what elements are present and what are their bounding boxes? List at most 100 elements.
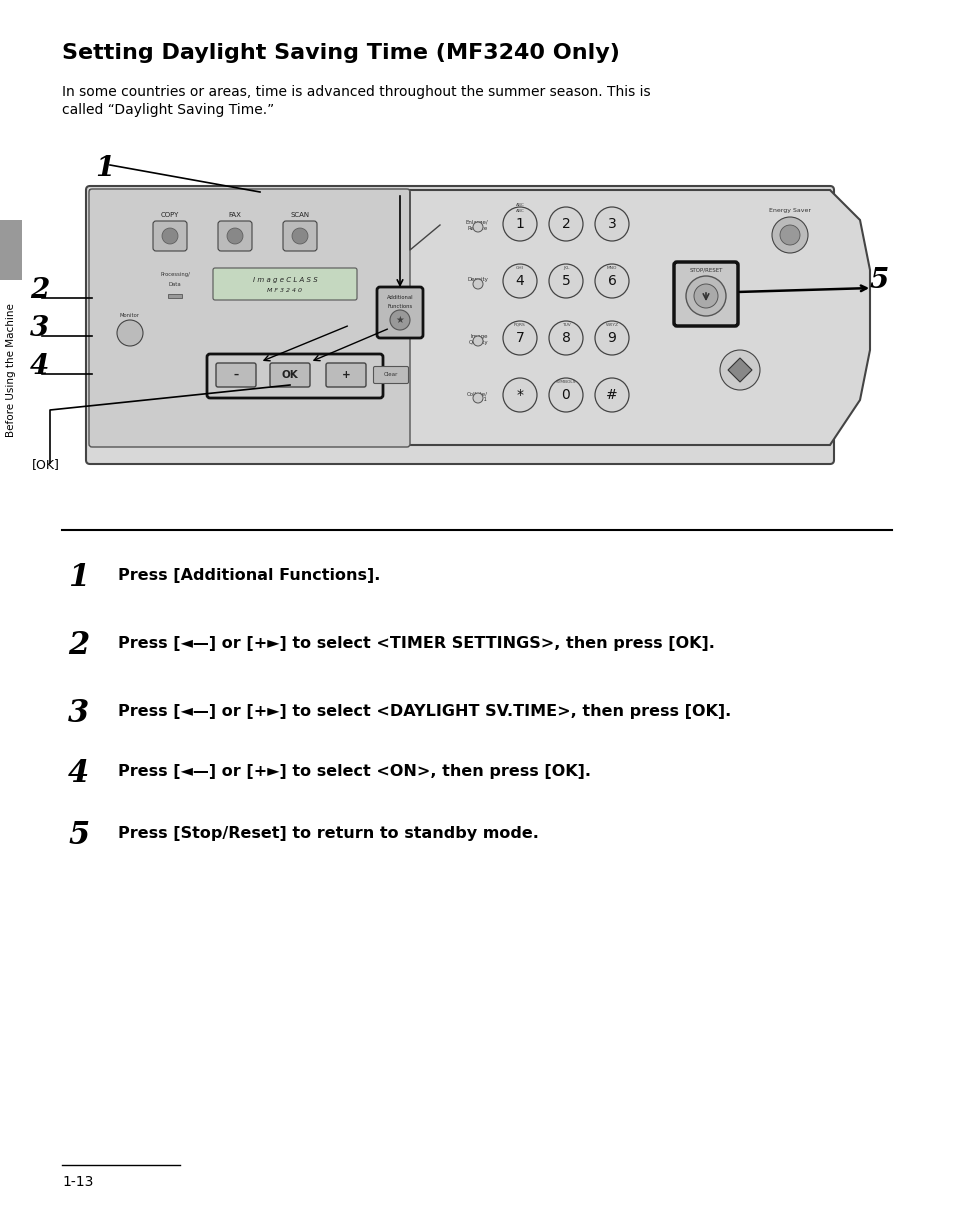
Text: Density: Density xyxy=(467,277,488,282)
Text: Setting Daylight Saving Time (MF3240 Only): Setting Daylight Saving Time (MF3240 Onl… xyxy=(62,43,619,63)
Text: 1: 1 xyxy=(68,562,90,593)
Circle shape xyxy=(595,321,628,355)
FancyBboxPatch shape xyxy=(89,189,410,446)
Text: 3: 3 xyxy=(68,697,90,729)
FancyBboxPatch shape xyxy=(86,186,833,464)
Text: Image
Quality: Image Quality xyxy=(468,335,488,346)
Circle shape xyxy=(685,276,725,316)
Polygon shape xyxy=(727,358,751,383)
Text: 1-13: 1-13 xyxy=(62,1175,93,1189)
Text: I m a g e C L A S S: I m a g e C L A S S xyxy=(253,277,317,283)
FancyBboxPatch shape xyxy=(152,221,187,251)
Circle shape xyxy=(595,378,628,412)
Text: 8: 8 xyxy=(561,331,570,344)
Text: Press [◄—] or [+►] to select <DAYLIGHT SV.TIME>, then press [OK].: Press [◄—] or [+►] to select <DAYLIGHT S… xyxy=(118,704,731,720)
Text: 5: 5 xyxy=(561,274,570,288)
Text: #: # xyxy=(605,387,618,402)
Text: [OK]: [OK] xyxy=(32,458,60,471)
Text: OK: OK xyxy=(281,370,298,380)
Circle shape xyxy=(780,225,800,245)
Text: 4: 4 xyxy=(68,758,90,788)
Text: Press [Stop/Reset] to return to standby mode.: Press [Stop/Reset] to return to standby … xyxy=(118,827,538,841)
FancyBboxPatch shape xyxy=(673,262,738,326)
Circle shape xyxy=(548,264,582,298)
FancyBboxPatch shape xyxy=(270,363,310,387)
Text: GHI: GHI xyxy=(516,266,523,271)
Circle shape xyxy=(720,351,760,390)
Text: 2: 2 xyxy=(68,630,90,661)
Text: Collate/
2on1: Collate/ 2on1 xyxy=(467,391,488,402)
FancyBboxPatch shape xyxy=(207,354,382,399)
Text: ABC: ABC xyxy=(515,209,524,213)
Circle shape xyxy=(473,221,482,232)
Text: 6: 6 xyxy=(607,274,616,288)
Text: SCAN: SCAN xyxy=(290,212,309,218)
Circle shape xyxy=(595,207,628,241)
Circle shape xyxy=(473,394,482,403)
Circle shape xyxy=(473,336,482,346)
Text: 1: 1 xyxy=(95,155,114,182)
FancyBboxPatch shape xyxy=(218,221,252,251)
Text: Clear: Clear xyxy=(383,373,397,378)
Text: 2: 2 xyxy=(561,216,570,231)
Text: ★: ★ xyxy=(395,315,404,325)
Text: WXYZ: WXYZ xyxy=(605,323,618,327)
Bar xyxy=(0,220,22,280)
Circle shape xyxy=(292,228,308,244)
Circle shape xyxy=(693,284,718,308)
Text: TUV: TUV xyxy=(561,323,570,327)
Text: SYMBOLS: SYMBOLS xyxy=(556,380,576,384)
Text: *: * xyxy=(516,387,523,402)
Text: Monitor: Monitor xyxy=(120,312,140,319)
Text: In some countries or areas, time is advanced throughout the summer season. This : In some countries or areas, time is adva… xyxy=(62,85,650,98)
Text: +: + xyxy=(341,370,350,380)
FancyBboxPatch shape xyxy=(326,363,366,387)
Text: Functions: Functions xyxy=(387,304,413,309)
Circle shape xyxy=(548,321,582,355)
Text: Processing/: Processing/ xyxy=(160,272,190,277)
FancyBboxPatch shape xyxy=(283,221,316,251)
Circle shape xyxy=(162,228,178,244)
FancyBboxPatch shape xyxy=(215,363,255,387)
Text: 5: 5 xyxy=(869,267,888,294)
FancyBboxPatch shape xyxy=(374,367,408,384)
Circle shape xyxy=(473,279,482,289)
Text: MNO: MNO xyxy=(606,266,617,271)
Text: COPY: COPY xyxy=(161,212,179,218)
Circle shape xyxy=(771,216,807,253)
Bar xyxy=(168,294,182,298)
Text: Data: Data xyxy=(169,282,181,287)
FancyBboxPatch shape xyxy=(376,287,422,338)
Text: 4: 4 xyxy=(30,353,50,380)
FancyBboxPatch shape xyxy=(213,268,356,300)
Circle shape xyxy=(502,207,537,241)
Text: 1: 1 xyxy=(515,216,524,231)
Text: Energy Saver: Energy Saver xyxy=(768,208,810,213)
Circle shape xyxy=(117,320,143,346)
Text: 2: 2 xyxy=(30,277,50,304)
Circle shape xyxy=(502,378,537,412)
Circle shape xyxy=(390,310,410,330)
Circle shape xyxy=(595,264,628,298)
Text: M F 3 2 4 0: M F 3 2 4 0 xyxy=(267,288,302,293)
Circle shape xyxy=(548,207,582,241)
Circle shape xyxy=(502,264,537,298)
Circle shape xyxy=(227,228,243,244)
Text: 5: 5 xyxy=(68,820,90,851)
Text: FAX: FAX xyxy=(229,212,241,218)
Text: called “Daylight Saving Time.”: called “Daylight Saving Time.” xyxy=(62,103,274,117)
Text: 9: 9 xyxy=(607,331,616,344)
Text: STOP/RESET: STOP/RESET xyxy=(689,267,722,272)
Text: Press [◄—] or [+►] to select <ON>, then press [OK].: Press [◄—] or [+►] to select <ON>, then … xyxy=(118,764,590,779)
Text: 4: 4 xyxy=(515,274,524,288)
Text: 7: 7 xyxy=(515,331,524,344)
Polygon shape xyxy=(90,189,869,445)
Text: Enlarge/
Reduce: Enlarge/ Reduce xyxy=(465,220,488,231)
Text: Additional: Additional xyxy=(386,295,413,300)
Text: Press [Additional Functions].: Press [Additional Functions]. xyxy=(118,568,380,583)
Text: –: – xyxy=(233,370,238,380)
Text: JKL: JKL xyxy=(562,266,569,271)
Text: PQRS: PQRS xyxy=(514,323,525,327)
Text: Before Using the Machine: Before Using the Machine xyxy=(6,303,16,437)
Text: ABC: ABC xyxy=(515,203,524,207)
